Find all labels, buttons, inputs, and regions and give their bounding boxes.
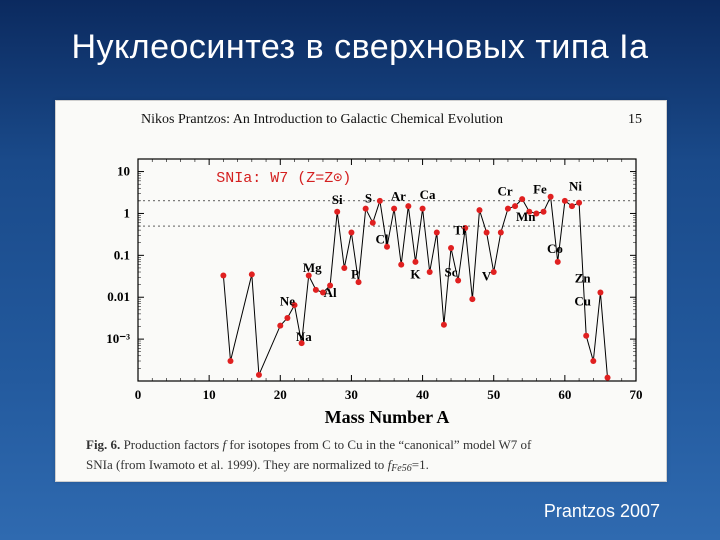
- chart-svg: Nikos Prantzos: An Introduction to Galac…: [56, 101, 666, 481]
- x-tick-label: 70: [630, 387, 643, 402]
- element-label: S: [365, 191, 372, 206]
- element-label: Sc: [445, 264, 458, 279]
- data-point: [420, 206, 426, 212]
- page-number: 15: [628, 112, 642, 127]
- element-label: Co: [547, 241, 563, 256]
- data-point: [334, 209, 340, 215]
- x-tick-label: 50: [487, 387, 500, 402]
- data-point: [605, 375, 611, 381]
- data-point: [469, 296, 475, 302]
- series-line: [223, 197, 607, 378]
- data-point: [484, 230, 490, 236]
- data-point: [398, 262, 404, 268]
- data-point: [590, 358, 596, 364]
- legend-label: SNIa: W7 (Z=Z⊙): [216, 170, 351, 187]
- element-label: Cr: [498, 183, 513, 198]
- data-point: [491, 269, 497, 275]
- x-tick-label: 60: [558, 387, 571, 402]
- data-point: [363, 206, 369, 212]
- credit-text: Prantzos 2007: [544, 501, 660, 522]
- y-tick-label: 10: [117, 164, 130, 179]
- data-point: [569, 203, 575, 209]
- y-tick-label: 0.01: [107, 289, 130, 304]
- data-point: [220, 273, 226, 279]
- data-point: [405, 203, 411, 209]
- element-label: Cu: [574, 294, 591, 309]
- data-point: [441, 322, 447, 328]
- element-label: Si: [332, 192, 343, 207]
- data-point: [284, 315, 290, 321]
- data-point: [391, 206, 397, 212]
- element-label: Al: [324, 285, 337, 300]
- element-label: Ti: [454, 222, 466, 237]
- element-label: Mg: [303, 260, 322, 275]
- x-tick-label: 20: [274, 387, 287, 402]
- figure-panel: Nikos Prantzos: An Introduction to Galac…: [55, 100, 667, 482]
- data-point: [348, 230, 354, 236]
- data-point: [256, 372, 262, 378]
- element-label: Ni: [569, 178, 582, 193]
- x-tick-label: 0: [135, 387, 142, 402]
- data-point: [341, 265, 347, 271]
- element-label: Ca: [420, 187, 436, 202]
- y-tick-label: 10⁻³: [106, 331, 130, 346]
- data-point: [448, 245, 454, 251]
- data-point: [519, 196, 525, 202]
- slide-title: Нуклеосинтез в сверхновых типа Ia: [0, 28, 720, 67]
- data-point: [412, 259, 418, 265]
- x-tick-label: 30: [345, 387, 358, 402]
- data-point: [277, 323, 283, 329]
- data-point: [548, 194, 554, 200]
- figure-caption-line2: SNIa (from Iwamoto et al. 1999). They ar…: [86, 457, 429, 474]
- y-tick-label: 0.1: [114, 247, 130, 262]
- data-point: [476, 207, 482, 213]
- figure-caption: Fig. 6. Production factors f for isotope…: [86, 437, 532, 452]
- data-point: [313, 287, 319, 293]
- x-tick-label: 40: [416, 387, 429, 402]
- data-point: [249, 271, 255, 277]
- element-label: Fe: [533, 181, 547, 196]
- slide: Нуклеосинтез в сверхновых типа Ia Nikos …: [0, 0, 720, 540]
- element-label: Zn: [575, 271, 592, 286]
- element-label: Na: [296, 329, 312, 344]
- data-point: [576, 200, 582, 206]
- data-point: [498, 230, 504, 236]
- data-point: [583, 333, 589, 339]
- y-tick-label: 1: [124, 205, 131, 220]
- data-point: [427, 269, 433, 275]
- data-point: [377, 198, 383, 204]
- element-label: V: [482, 268, 492, 283]
- element-label: Cl: [376, 232, 389, 247]
- plot-frame: [138, 159, 636, 381]
- data-point: [597, 289, 603, 295]
- x-axis-title: Mass Number A: [325, 407, 450, 427]
- data-point: [227, 358, 233, 364]
- data-point: [434, 230, 440, 236]
- element-label: K: [410, 266, 421, 281]
- data-point: [541, 209, 547, 215]
- figure-header: Nikos Prantzos: An Introduction to Galac…: [141, 112, 503, 127]
- x-tick-label: 10: [203, 387, 216, 402]
- data-point: [370, 220, 376, 226]
- element-label: P: [351, 266, 359, 281]
- data-point: [555, 259, 561, 265]
- data-point: [562, 198, 568, 204]
- element-label: Mn: [516, 209, 536, 224]
- element-label: Ne: [280, 294, 295, 309]
- data-point: [505, 206, 511, 212]
- element-label: Ar: [391, 188, 406, 203]
